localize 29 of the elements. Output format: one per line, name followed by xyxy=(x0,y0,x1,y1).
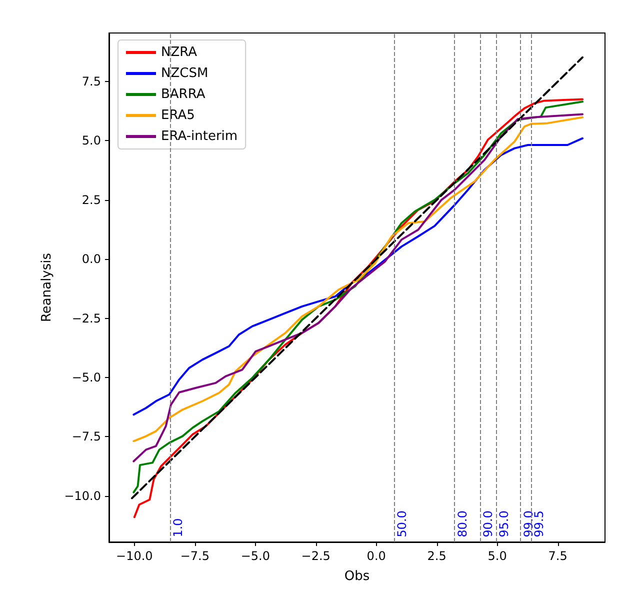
annotation: 95.0 xyxy=(497,510,512,538)
legend-label: NZCSM xyxy=(161,66,208,81)
annotation: 1.0 xyxy=(170,518,185,538)
x-tick-label: 5.0 xyxy=(488,549,507,563)
x-tick-label: 2.5 xyxy=(427,549,446,563)
x-tick-label: 7.5 xyxy=(548,549,568,563)
annotation: 50.0 xyxy=(394,510,409,538)
y-tick-label: 2.5 xyxy=(82,192,101,207)
x-tick-label: −2.5 xyxy=(301,549,330,563)
x-tick-label: −7.5 xyxy=(180,549,210,563)
y-axis-title: Reanalysis xyxy=(39,252,54,322)
y-tick-label: 0.0 xyxy=(82,252,101,266)
legend-label: ERA5 xyxy=(161,108,195,123)
x-tick-label: 0.0 xyxy=(366,549,386,563)
y-tick-label: −7.5 xyxy=(72,430,101,444)
legend-label: NZRA xyxy=(161,45,198,60)
y-tick-label: −2.5 xyxy=(72,311,101,326)
y-tick-label: 7.5 xyxy=(82,74,101,89)
x-axis-title: Obs xyxy=(344,569,370,584)
annotation: 90.0 xyxy=(481,510,496,538)
legend-label: ERA-interim xyxy=(161,129,238,144)
y-tick-label: −5.0 xyxy=(72,370,101,384)
y-tick-label: 5.0 xyxy=(82,134,101,148)
legend-label: BARRA xyxy=(161,87,206,102)
annotation: 99.5 xyxy=(532,510,546,538)
y-tick-label: −10.0 xyxy=(64,488,101,503)
x-tick-label: −10.0 xyxy=(116,549,153,563)
annotation: 80.0 xyxy=(456,510,470,538)
x-tick-label: −5.0 xyxy=(240,549,270,563)
